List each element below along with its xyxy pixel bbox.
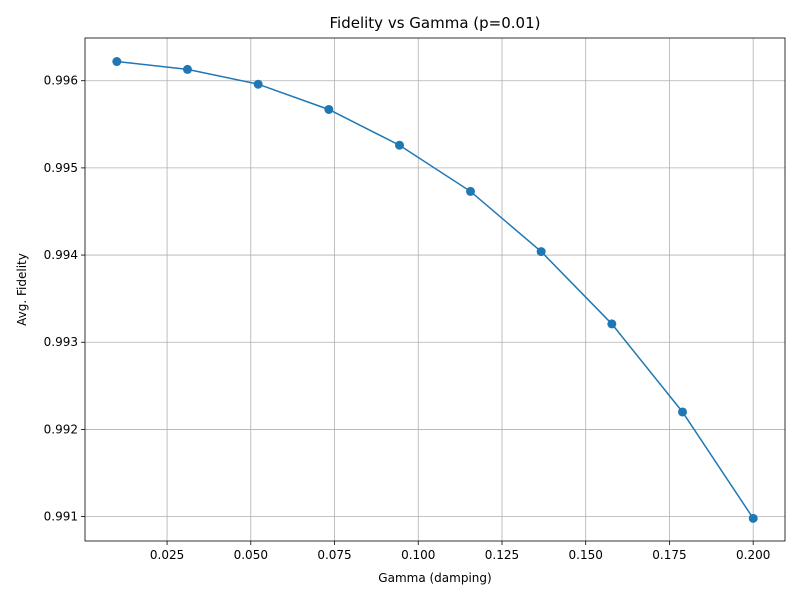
x-tick-label: 0.050 [234, 548, 268, 562]
y-tick-label: 0.995 [44, 161, 78, 175]
y-axis-label: Avg. Fidelity [15, 253, 29, 326]
chart-title: Fidelity vs Gamma (p=0.01) [330, 14, 541, 32]
data-point [678, 407, 688, 417]
x-tick-label: 0.025 [150, 548, 184, 562]
data-point [394, 140, 404, 150]
data-point [112, 57, 122, 67]
data-point [536, 247, 546, 257]
x-tick-label: 0.150 [569, 548, 603, 562]
x-tick-label: 0.125 [485, 548, 519, 562]
series [112, 57, 758, 523]
grid-lines [85, 38, 785, 541]
plot-area-frame [84, 37, 786, 542]
x-tick-label: 0.100 [401, 548, 435, 562]
y-tick-label: 0.994 [44, 248, 78, 262]
y-tick-label: 0.991 [44, 510, 78, 524]
x-tick-label: 0.200 [736, 548, 770, 562]
y-tick-label: 0.992 [44, 422, 78, 436]
data-point [607, 319, 617, 329]
x-ticks: 0.025 0.050 0.075 0.100 0.125 0.150 0.175 0.200 [150, 541, 770, 562]
data-point [466, 186, 476, 196]
data-point [324, 104, 334, 114]
data-point [253, 79, 263, 89]
x-tick-label: 0.175 [652, 548, 686, 562]
data-point [748, 513, 758, 523]
y-ticks: 0.991 0.992 0.993 0.994 0.995 0.996 [44, 74, 85, 524]
x-axis-label: Gamma (damping) [378, 571, 491, 585]
x-tick-label: 0.075 [317, 548, 351, 562]
y-tick-label: 0.996 [44, 74, 78, 88]
y-tick-label: 0.993 [44, 335, 78, 349]
series-line [116, 60, 754, 519]
data-point [182, 64, 192, 74]
